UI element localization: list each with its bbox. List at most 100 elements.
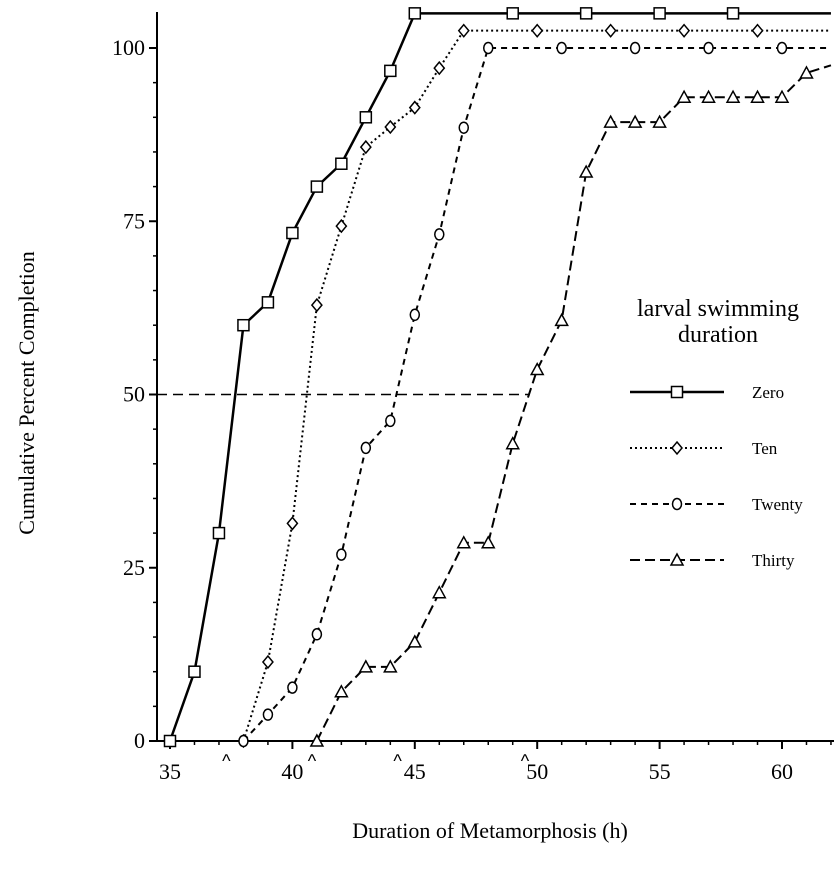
data-point (676, 89, 692, 103)
median-marker: ^ (521, 751, 530, 771)
data-point (360, 441, 372, 455)
series-zero (163, 7, 831, 748)
data-point (384, 64, 397, 78)
data-point (456, 535, 472, 549)
legend-entry-ten: Ten (630, 439, 778, 458)
legend-label: Thirty (752, 551, 795, 570)
data-point (334, 684, 349, 698)
legend: Zero Ten Twenty Thirty (630, 383, 803, 570)
data-point (726, 7, 740, 20)
data-point (261, 296, 275, 309)
data-point (506, 7, 519, 20)
data-point (627, 114, 643, 128)
legend-marker (670, 385, 684, 399)
legend-entry-zero: Zero (630, 383, 784, 402)
data-point (480, 535, 496, 549)
x-tick-label: 60 (771, 759, 793, 784)
data-point (603, 114, 618, 128)
data-point (703, 41, 714, 55)
legend-title-line1: larval swimming (637, 296, 799, 322)
data-point (385, 414, 396, 428)
data-point (310, 297, 323, 313)
legend-label: Twenty (752, 495, 803, 514)
series-twenty (238, 41, 831, 748)
data-point (725, 89, 741, 103)
series-line (242, 47, 831, 742)
x-tick-label: 45 (404, 759, 426, 784)
legend-title-line2: duration (678, 322, 758, 348)
legend-marker (671, 497, 683, 511)
data-point (578, 164, 594, 178)
x-tick-label: 40 (281, 759, 303, 784)
data-point (311, 628, 323, 641)
y-tick-label: 100 (112, 35, 145, 60)
x-tick-label: 35 (159, 759, 181, 784)
legend-entry-thirty: Thirty (630, 551, 795, 570)
data-point (653, 7, 666, 20)
data-point (457, 23, 470, 38)
data-point (750, 89, 765, 103)
series-layer (157, 7, 832, 749)
data-point (310, 180, 324, 193)
data-point (286, 516, 299, 531)
data-point (336, 548, 347, 561)
legend-entry-twenty: Twenty (630, 495, 803, 514)
data-point (678, 23, 691, 38)
data-point (554, 312, 569, 327)
data-point (434, 228, 445, 241)
data-point (432, 585, 447, 599)
data-point (287, 681, 298, 694)
ticks: 0 25 50 75 100 35 40 45 50 55 60 ^ ^ ^ ^ (112, 35, 832, 784)
data-point (358, 659, 374, 673)
data-point (163, 734, 177, 748)
x-tick-label: 55 (649, 759, 671, 784)
data-point (751, 23, 764, 38)
data-point (408, 100, 421, 115)
data-point (286, 226, 299, 240)
series-line (315, 64, 832, 742)
data-point (556, 41, 567, 55)
data-point (701, 89, 716, 103)
data-point (335, 218, 348, 234)
series-ten (237, 23, 831, 749)
legend-marker (671, 440, 683, 456)
data-point (261, 654, 274, 670)
data-point (604, 23, 617, 38)
y-axis-title: Cumulative Percent Completion (14, 251, 39, 535)
y-tick-label: 0 (134, 728, 145, 753)
legend-label: Ten (752, 439, 778, 458)
y-tick-label: 25 (123, 555, 145, 580)
data-point (529, 361, 545, 376)
axes (156, 12, 834, 742)
series-thirty (309, 64, 832, 747)
data-point (237, 318, 250, 332)
data-point (482, 41, 494, 55)
data-point (309, 733, 325, 747)
x-tick-label: 50 (526, 759, 548, 784)
data-point (505, 436, 520, 450)
data-point (776, 41, 788, 55)
series-line (242, 29, 831, 742)
data-point (383, 659, 398, 673)
data-point (335, 157, 348, 170)
data-point (433, 60, 446, 76)
data-point (652, 114, 667, 128)
data-point (458, 121, 470, 134)
data-point (262, 708, 274, 721)
legend-label: Zero (752, 383, 784, 402)
series-line (168, 12, 831, 742)
y-tick-label: 50 (123, 382, 145, 407)
median-marker: ^ (308, 751, 317, 771)
data-point (409, 308, 421, 322)
data-point (359, 111, 373, 124)
median-marker: ^ (393, 751, 402, 771)
data-point (188, 665, 201, 678)
data-point (212, 526, 226, 540)
data-point (579, 7, 593, 20)
data-point (774, 89, 790, 103)
data-point (238, 734, 249, 748)
data-point (359, 139, 372, 155)
data-point (531, 23, 544, 38)
data-point (408, 7, 422, 20)
